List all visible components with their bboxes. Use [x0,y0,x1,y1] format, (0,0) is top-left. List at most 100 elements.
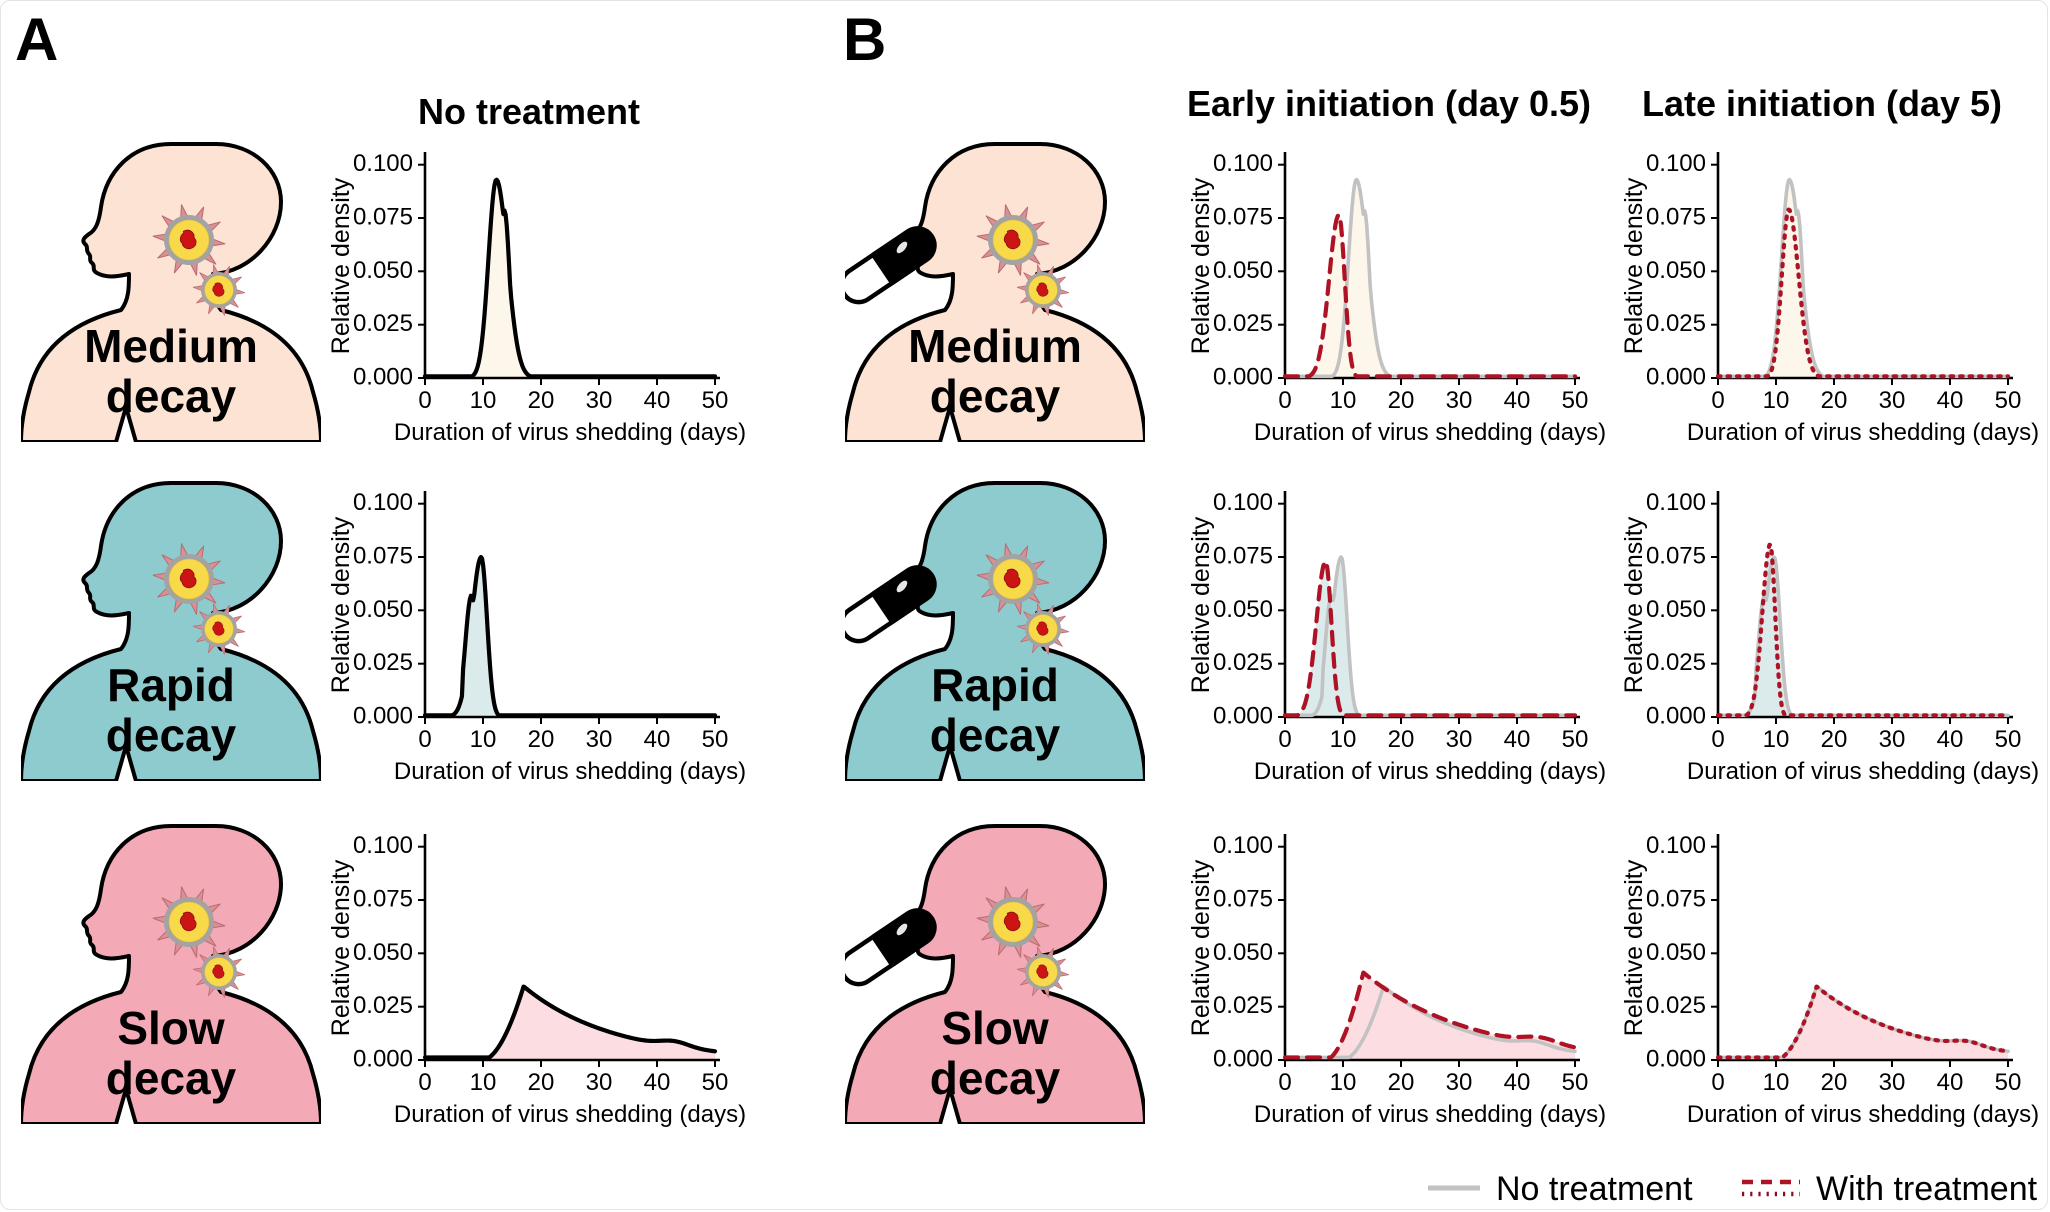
svg-text:20: 20 [1821,1069,1848,1096]
svg-text:20: 20 [1821,726,1848,753]
svg-text:decay: decay [106,1052,237,1104]
svg-text:30: 30 [1446,387,1473,414]
svg-text:0.100: 0.100 [1646,489,1706,516]
svg-text:decay: decay [106,709,237,761]
svg-text:0.050: 0.050 [353,939,413,966]
svg-text:0.050: 0.050 [1646,939,1706,966]
svg-text:0.100: 0.100 [1646,832,1706,859]
svg-text:0.075: 0.075 [353,886,413,913]
svg-text:0.025: 0.025 [353,649,413,676]
svg-text:0.050: 0.050 [1213,596,1273,623]
svg-text:0: 0 [418,726,431,753]
svg-text:Slow: Slow [941,1002,1049,1054]
svg-text:0.100: 0.100 [1213,489,1273,516]
svg-text:50: 50 [1562,1069,1589,1096]
svg-text:Medium: Medium [84,320,258,372]
svg-text:0.075: 0.075 [1213,886,1273,913]
svg-text:50: 50 [1562,387,1589,414]
svg-text:0: 0 [1278,726,1291,753]
svg-text:0.000: 0.000 [353,1046,413,1073]
svg-text:0.075: 0.075 [1213,204,1273,231]
svg-text:20: 20 [528,726,555,753]
svg-text:10: 10 [470,726,497,753]
svg-text:10: 10 [1763,1069,1790,1096]
svg-text:10: 10 [1330,1069,1357,1096]
svg-text:40: 40 [644,726,671,753]
svg-text:0.025: 0.025 [1646,992,1706,1019]
svg-text:0.100: 0.100 [1646,150,1706,177]
svg-text:0.000: 0.000 [1213,364,1273,391]
svg-text:0.100: 0.100 [1213,150,1273,177]
svg-text:50: 50 [702,1069,729,1096]
svg-text:Relative density: Relative density [1620,859,1648,1036]
svg-text:0.025: 0.025 [1213,310,1273,337]
svg-text:Relative density: Relative density [1187,177,1215,354]
svg-text:0.075: 0.075 [353,204,413,231]
svg-text:Duration of virus shedding (da: Duration of virus shedding (days) [394,1101,746,1128]
svg-text:Duration of virus shedding (da: Duration of virus shedding (days) [1687,1101,2039,1128]
svg-text:Duration of virus shedding (da: Duration of virus shedding (days) [1254,1101,1606,1128]
svg-text:10: 10 [1330,387,1357,414]
svg-text:10: 10 [1763,726,1790,753]
svg-text:20: 20 [1821,387,1848,414]
svg-text:30: 30 [1879,726,1906,753]
svg-text:0.050: 0.050 [1213,939,1273,966]
svg-text:10: 10 [1330,726,1357,753]
svg-text:30: 30 [586,1069,613,1096]
svg-text:Relative density: Relative density [327,859,355,1036]
svg-text:Duration of virus shedding (da: Duration of virus shedding (days) [1254,419,1606,446]
svg-text:0.000: 0.000 [353,703,413,730]
svg-text:20: 20 [1388,387,1415,414]
svg-text:0.100: 0.100 [353,832,413,859]
svg-text:0.025: 0.025 [1646,649,1706,676]
svg-text:0.100: 0.100 [353,489,413,516]
svg-text:Rapid: Rapid [107,659,235,711]
svg-text:Duration of virus shedding (da: Duration of virus shedding (days) [1687,758,2039,785]
svg-text:Relative density: Relative density [327,516,355,693]
svg-text:Slow: Slow [117,1002,225,1054]
svg-text:10: 10 [470,1069,497,1096]
svg-text:0.025: 0.025 [1213,649,1273,676]
svg-text:0.050: 0.050 [353,596,413,623]
svg-text:0.000: 0.000 [1646,703,1706,730]
svg-text:decay: decay [930,709,1061,761]
svg-text:50: 50 [1995,1069,2022,1096]
svg-text:Relative density: Relative density [327,177,355,354]
svg-text:50: 50 [1995,726,2022,753]
svg-text:0.050: 0.050 [1646,596,1706,623]
svg-text:10: 10 [470,387,497,414]
svg-text:0: 0 [1711,726,1724,753]
svg-text:With treatment: With treatment [1816,1170,2038,1208]
svg-text:Rapid: Rapid [931,659,1059,711]
svg-text:0.050: 0.050 [1213,257,1273,284]
svg-text:0: 0 [1278,1069,1291,1096]
svg-text:30: 30 [1879,1069,1906,1096]
svg-text:50: 50 [1562,726,1589,753]
svg-text:40: 40 [1937,1069,1964,1096]
svg-text:0.075: 0.075 [1646,204,1706,231]
svg-text:Relative density: Relative density [1187,516,1215,693]
svg-text:Relative density: Relative density [1187,859,1215,1036]
svg-text:40: 40 [644,387,671,414]
svg-text:0.000: 0.000 [1646,1046,1706,1073]
svg-text:0: 0 [418,387,431,414]
svg-text:decay: decay [930,1052,1061,1104]
svg-text:0.100: 0.100 [1213,832,1273,859]
svg-text:20: 20 [528,387,555,414]
svg-text:0.075: 0.075 [1213,543,1273,570]
svg-text:0.025: 0.025 [353,310,413,337]
svg-text:0.075: 0.075 [353,543,413,570]
svg-text:Duration of virus shedding (da: Duration of virus shedding (days) [394,419,746,446]
svg-text:Duration of virus shedding (da: Duration of virus shedding (days) [1687,419,2039,446]
svg-text:Relative density: Relative density [1620,177,1648,354]
svg-text:0.000: 0.000 [1213,703,1273,730]
svg-text:Relative density: Relative density [1620,516,1648,693]
svg-text:0.050: 0.050 [1646,257,1706,284]
svg-text:0.025: 0.025 [1646,310,1706,337]
svg-text:20: 20 [1388,1069,1415,1096]
svg-text:50: 50 [702,726,729,753]
svg-text:0.050: 0.050 [353,257,413,284]
svg-text:0.100: 0.100 [353,150,413,177]
svg-text:0: 0 [418,1069,431,1096]
svg-text:0.000: 0.000 [353,364,413,391]
